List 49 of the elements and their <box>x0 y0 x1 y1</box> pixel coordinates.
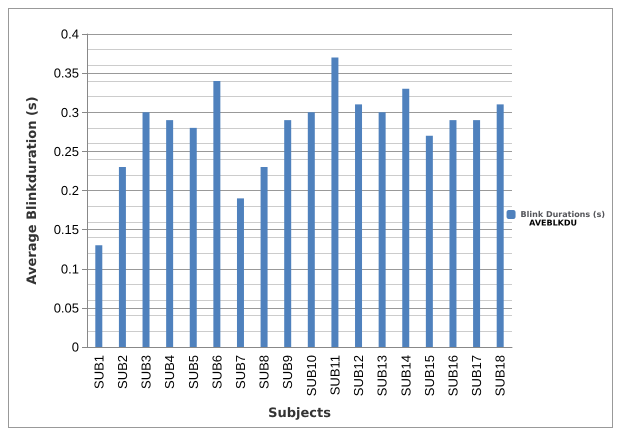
y-tick-label: 0 <box>72 340 79 354</box>
x-tick-label: SUB9 <box>280 355 296 389</box>
x-tick-label: SUB7 <box>232 355 248 389</box>
bar <box>355 104 362 347</box>
x-tick-label: SUB14 <box>398 355 414 396</box>
x-tick-label: SUB16 <box>445 355 460 396</box>
x-tick-label: SUB6 <box>209 355 224 389</box>
y-tick-label: 0.2 <box>60 183 79 198</box>
x-tick-label: SUB2 <box>114 355 130 389</box>
bar <box>449 120 456 347</box>
y-tick-label: 0.3 <box>60 104 79 120</box>
y-tick-label: 0.25 <box>54 144 79 159</box>
bar <box>496 104 504 347</box>
x-axis-title: Subjects <box>268 406 332 421</box>
x-tick-label: SUB3 <box>138 355 154 389</box>
y-tick-label: 0.05 <box>54 300 79 316</box>
x-tick-label: SUB12 <box>351 355 366 396</box>
bar <box>213 80 220 347</box>
bar <box>118 167 126 347</box>
x-tick-label: SUB4 <box>162 355 178 389</box>
bar <box>331 57 338 347</box>
x-tick-label: SUB5 <box>186 355 201 389</box>
bar <box>142 112 150 347</box>
bar <box>166 120 174 347</box>
y-axis-title: Average Blinkduration (s) <box>25 96 40 285</box>
x-tick-label: SUB1 <box>91 355 106 389</box>
x-tick-label: SUB8 <box>256 355 272 389</box>
bar <box>402 88 410 347</box>
x-tick-label: SUB17 <box>469 355 484 396</box>
text: AVEBLKDU <box>529 218 578 228</box>
y-tick-label: 0.35 <box>54 66 79 81</box>
y-tick-label: 0.1 <box>60 261 79 276</box>
y-tick-label: 0.15 <box>54 222 79 238</box>
x-tick-label: SUB13 <box>374 355 390 396</box>
bar <box>190 128 197 347</box>
x-tick-label: SUB15 <box>422 355 437 396</box>
bar <box>308 112 315 347</box>
bar <box>260 167 268 347</box>
bar <box>236 198 244 347</box>
bar <box>473 120 480 347</box>
x-tick-label: SUB10 <box>304 355 319 396</box>
bar <box>95 245 102 347</box>
x-tick-label: SUB11 <box>327 355 342 396</box>
bar <box>284 120 292 347</box>
bar <box>426 136 433 347</box>
y-tick-label: 0.4 <box>60 26 79 42</box>
x-tick-label: SUB18 <box>492 355 508 396</box>
bar <box>378 112 386 347</box>
legend-label: Blink Durations (s) <box>520 210 606 219</box>
